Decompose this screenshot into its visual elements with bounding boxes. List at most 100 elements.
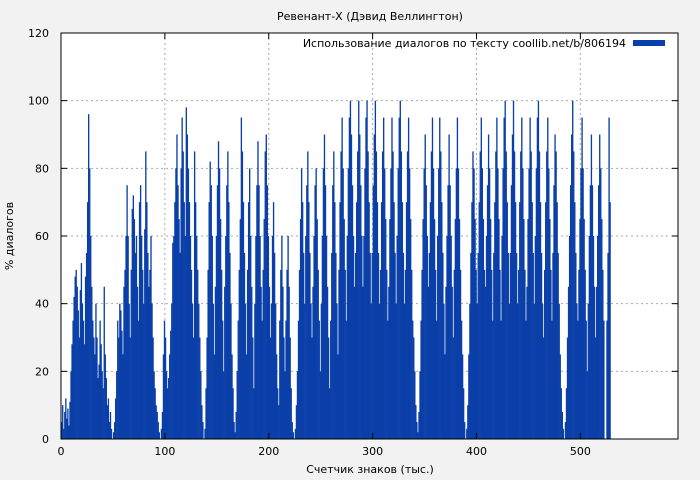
bar — [367, 151, 369, 440]
bar — [105, 378, 107, 439]
bar — [576, 303, 578, 439]
bar — [466, 428, 468, 439]
bar — [66, 418, 68, 439]
bar — [228, 202, 230, 439]
bar — [130, 269, 132, 439]
bar — [261, 320, 263, 439]
y-tick-label: 40 — [35, 298, 49, 311]
bar — [366, 100, 368, 440]
bar — [285, 320, 287, 439]
bar — [405, 202, 408, 439]
bar — [602, 269, 604, 439]
bar — [311, 337, 313, 439]
bar — [372, 185, 374, 439]
bar — [408, 168, 411, 439]
bar — [379, 269, 382, 439]
bar — [286, 269, 288, 439]
bar — [607, 252, 609, 439]
bar — [246, 269, 249, 439]
bar — [534, 236, 536, 439]
bar — [199, 337, 201, 439]
bar — [78, 337, 80, 439]
bar — [439, 117, 441, 439]
bar — [127, 236, 129, 439]
bar — [238, 269, 240, 439]
bar — [211, 236, 213, 439]
bar — [401, 202, 404, 439]
bar — [225, 236, 227, 439]
bar — [147, 252, 149, 439]
bar — [394, 252, 396, 439]
bar — [572, 100, 574, 440]
bar — [348, 117, 351, 439]
bar — [328, 388, 331, 439]
bar — [337, 354, 339, 439]
x-tick-label: 100 — [154, 445, 175, 458]
bar — [424, 134, 426, 439]
bar — [137, 320, 140, 439]
bar — [536, 117, 539, 439]
bar — [208, 202, 210, 439]
bar — [432, 168, 435, 439]
bar — [139, 185, 142, 439]
bar — [103, 286, 105, 439]
bar — [279, 320, 281, 439]
bar — [426, 236, 428, 439]
bar — [433, 219, 436, 439]
y-tick-label: 80 — [35, 162, 49, 175]
bar — [520, 151, 522, 440]
bar — [79, 290, 82, 439]
bar — [380, 202, 383, 439]
bar — [566, 337, 569, 439]
bar — [603, 320, 605, 439]
bar — [249, 168, 251, 439]
bar — [96, 337, 98, 439]
bar — [229, 252, 231, 439]
bar — [300, 168, 303, 439]
bar — [115, 398, 117, 439]
bar — [128, 303, 130, 439]
y-tick-label: 120 — [28, 27, 49, 40]
x-tick-label: 300 — [362, 445, 383, 458]
bar — [413, 337, 415, 439]
bar — [180, 168, 182, 439]
bar — [505, 151, 507, 440]
bar — [512, 100, 515, 440]
bar — [177, 185, 179, 439]
bar — [454, 219, 457, 439]
bar — [146, 202, 148, 439]
bar — [363, 236, 365, 439]
bar — [472, 151, 474, 440]
x-tick-label: 200 — [258, 445, 279, 458]
bar — [218, 168, 221, 439]
bar — [266, 185, 269, 439]
bar — [428, 252, 431, 439]
bar — [447, 185, 449, 439]
bar — [551, 320, 553, 439]
bar — [606, 320, 608, 439]
bar — [176, 134, 178, 439]
bar — [82, 320, 85, 439]
bar — [545, 202, 547, 439]
bar — [608, 117, 610, 439]
bar — [244, 303, 247, 439]
bar — [387, 320, 389, 439]
bar — [104, 354, 106, 439]
bar — [609, 202, 611, 439]
bar — [220, 269, 223, 439]
bar — [166, 388, 169, 439]
bar — [567, 286, 570, 439]
bar — [492, 320, 494, 439]
bar — [93, 337, 95, 439]
bar — [467, 405, 469, 439]
bar — [365, 117, 367, 439]
bar — [283, 337, 285, 439]
bar — [287, 236, 289, 439]
bar — [71, 344, 73, 439]
bar — [504, 100, 506, 440]
bar — [272, 202, 275, 439]
bar — [569, 185, 572, 439]
bar — [374, 100, 377, 440]
bar — [69, 401, 71, 439]
bar — [315, 168, 317, 439]
